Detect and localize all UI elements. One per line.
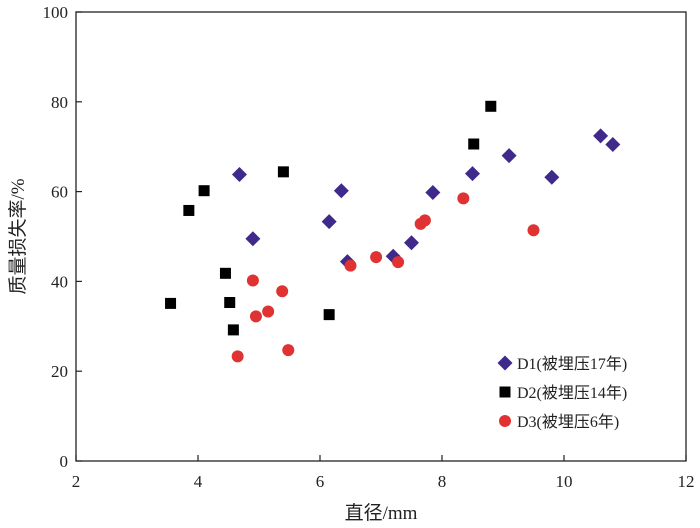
data-point-diamond [544, 169, 560, 185]
data-point-circle [282, 344, 295, 357]
legend-marker-diamond [497, 355, 513, 371]
data-point-diamond [501, 148, 517, 164]
x-axis-title: 直径/mm [345, 502, 418, 524]
data-point-circle [418, 214, 431, 227]
data-point-square [277, 166, 289, 178]
plot-area [75, 11, 687, 462]
legend-label: D3(被埋压6年) [517, 413, 619, 431]
data-point-square [198, 185, 210, 197]
series-3 [231, 192, 540, 363]
data-point-diamond [245, 231, 261, 247]
data-point-circle [262, 305, 275, 318]
data-point-diamond [321, 214, 337, 230]
data-point-circle [370, 251, 383, 264]
series-2 [165, 100, 497, 336]
data-point-square [485, 100, 497, 112]
data-point-circle [246, 274, 259, 287]
data-point-circle [457, 192, 470, 205]
data-point-square [323, 309, 335, 321]
y-tick-label: 0 [60, 452, 69, 471]
x-tick-label: 10 [556, 472, 573, 491]
data-point-diamond [593, 128, 609, 144]
data-point-diamond [404, 235, 419, 251]
data-point-diamond [605, 136, 621, 152]
series-1 [231, 128, 621, 270]
data-point-diamond [333, 183, 349, 199]
legend-marker-square [499, 386, 511, 398]
y-axis-title: 质量损失率/% [7, 178, 29, 294]
data-point-diamond [465, 166, 480, 182]
legend: D1(被埋压17年) D2(被埋压14年) D3(被埋压6年) [497, 355, 627, 431]
data-point-circle [344, 259, 357, 272]
data-point-square [219, 267, 231, 279]
x-tick-label: 4 [194, 472, 203, 491]
data-point-diamond [425, 184, 441, 200]
data-point-circle [392, 256, 405, 269]
y-tick-label: 100 [43, 3, 69, 22]
data-point-circle [231, 350, 244, 363]
y-tick-label: 80 [51, 93, 68, 112]
data-point-square [227, 324, 239, 336]
y-tick-label: 40 [51, 272, 68, 291]
x-tick-label: 8 [438, 472, 447, 491]
x-tick-label: 2 [72, 472, 81, 491]
data-point-circle [249, 310, 262, 323]
axes: 2 4 6 8 10 12 0 20 40 60 80 100 [43, 3, 695, 491]
plot-frame [75, 11, 687, 462]
data-point-circle [527, 224, 540, 237]
data-point-square [224, 297, 236, 309]
data-point-square [468, 138, 480, 150]
data-point-square [165, 297, 177, 309]
data-point-diamond [231, 167, 247, 183]
y-tick-label: 60 [51, 183, 68, 202]
x-tick-label: 6 [316, 472, 325, 491]
data-marks [165, 100, 621, 363]
legend-label: D1(被埋压17年) [517, 355, 627, 373]
legend-label: D2(被埋压14年) [517, 384, 627, 402]
data-point-circle [276, 285, 289, 298]
y-tick-label: 20 [51, 362, 68, 381]
legend-marker-circle [499, 415, 511, 427]
x-tick-label: 12 [678, 472, 695, 491]
data-point-square [183, 204, 195, 216]
